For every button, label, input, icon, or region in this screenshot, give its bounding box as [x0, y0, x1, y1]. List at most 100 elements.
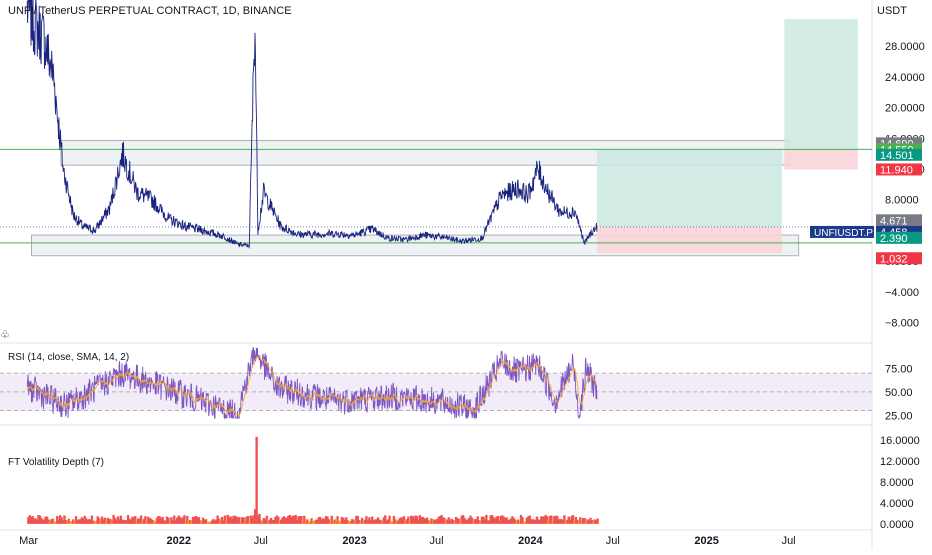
volatility-bar	[84, 518, 88, 524]
volatility-bar	[414, 515, 417, 524]
volatility-bar	[502, 516, 505, 524]
volatility-bar	[570, 516, 573, 524]
volatility-bar	[168, 522, 172, 524]
rsi-ma-line[interactable]	[26, 355, 598, 417]
volatility-bar	[199, 520, 202, 524]
price-series-line[interactable]	[26, 0, 598, 250]
volatility-tick-label: 0.0000	[880, 519, 914, 531]
volatility-bar	[97, 518, 101, 524]
volatility-bar	[428, 520, 432, 524]
volatility-bar	[349, 521, 352, 524]
volatility-bar	[324, 516, 328, 524]
volatility-bar	[438, 516, 442, 524]
volatility-bar	[462, 515, 465, 524]
volatility-bar	[170, 517, 173, 524]
volatility-bar	[334, 521, 338, 524]
volatility-bar	[506, 519, 510, 524]
volatility-bar	[568, 519, 572, 524]
time-tick-label: 2024	[518, 535, 543, 547]
volatility-bar	[225, 521, 228, 524]
volatility-bar	[235, 516, 238, 524]
volatility-bar	[173, 515, 176, 524]
volatility-bar	[71, 519, 75, 524]
volatility-bar	[342, 517, 345, 524]
volatility-bar	[516, 519, 520, 524]
volatility-bar	[64, 520, 68, 524]
volatility-bar	[488, 520, 491, 524]
volatility-bar	[268, 519, 271, 524]
volatility-bar	[313, 521, 316, 524]
volatility-bar	[355, 515, 358, 524]
volatility-bar	[196, 516, 199, 524]
volatility-bar	[375, 519, 378, 524]
volatility-bar	[532, 519, 536, 524]
volatility-bar	[171, 520, 175, 524]
volatility-bar	[233, 515, 237, 524]
volatility-bar	[304, 521, 307, 524]
volatility-bar	[381, 520, 384, 524]
volatility-bar	[92, 520, 95, 524]
volatility-bar	[282, 516, 286, 524]
volatility-bar	[418, 515, 422, 524]
chart-title: UNFI/ TetherUS PERPETUAL CONTRACT, 1D, B…	[8, 5, 292, 17]
volatility-bar	[561, 519, 565, 524]
volatility-bar	[109, 519, 112, 524]
long-position-loss-zone[interactable]	[784, 149, 858, 170]
volatility-bar	[477, 520, 481, 524]
volatility-bar	[382, 517, 385, 524]
volatility-bar	[102, 519, 105, 524]
volatility-bar	[527, 516, 530, 524]
volatility-bar	[160, 518, 163, 524]
volatility-bar	[434, 520, 438, 524]
volatility-bar	[204, 519, 208, 524]
price-badge	[876, 148, 922, 161]
volatility-bar	[431, 520, 435, 524]
rsi-line[interactable]	[26, 347, 598, 420]
volatility-bar	[339, 522, 342, 524]
volatility-bar	[394, 519, 397, 524]
volatility-bar	[415, 516, 419, 524]
volatility-bar	[464, 520, 468, 524]
rsi-tick-label: 75.00	[885, 363, 913, 375]
volatility-bar	[32, 518, 36, 524]
volatility-bar	[472, 521, 475, 524]
volatility-bar	[212, 519, 215, 524]
volatility-bar	[243, 521, 247, 524]
volatility-bar	[515, 521, 518, 524]
volatility-bar	[227, 517, 231, 524]
long-position-profit-zone[interactable]	[596, 149, 782, 227]
volatility-bar	[480, 516, 484, 524]
alert-icon[interactable]: ♧	[0, 329, 10, 341]
volatility-bar	[574, 517, 578, 524]
volatility-bar	[311, 520, 315, 524]
volatility-bar	[162, 520, 166, 524]
price-badge-label: 2.390	[880, 233, 908, 245]
volatility-bar	[161, 516, 164, 524]
volatility-bar	[345, 517, 348, 524]
volatility-bar	[116, 516, 120, 524]
volatility-bar	[272, 519, 276, 524]
volatility-bar	[399, 517, 403, 524]
volatility-bar	[113, 517, 117, 524]
volatility-bar	[404, 521, 407, 524]
volatility-bar	[447, 517, 451, 524]
long-position-profit-zone[interactable]	[784, 19, 858, 150]
volatility-bar	[184, 522, 188, 524]
volatility-bar	[544, 514, 547, 524]
volatility-bar	[298, 516, 302, 524]
volatility-bar	[190, 520, 193, 524]
volatility-bar	[148, 518, 151, 524]
long-position-loss-zone[interactable]	[596, 226, 782, 254]
volatility-bar	[74, 516, 78, 524]
volatility-bar	[343, 520, 346, 524]
volatility-bar	[285, 517, 289, 524]
price-tick-label: 24.0000	[885, 72, 925, 84]
volatility-bar	[358, 520, 361, 524]
volatility-bar	[35, 519, 39, 524]
volatility-bar	[486, 520, 490, 524]
rsi-tick-label: 25.00	[885, 410, 913, 422]
currency-label[interactable]: USDT	[877, 5, 907, 17]
volatility-bar	[405, 519, 409, 524]
